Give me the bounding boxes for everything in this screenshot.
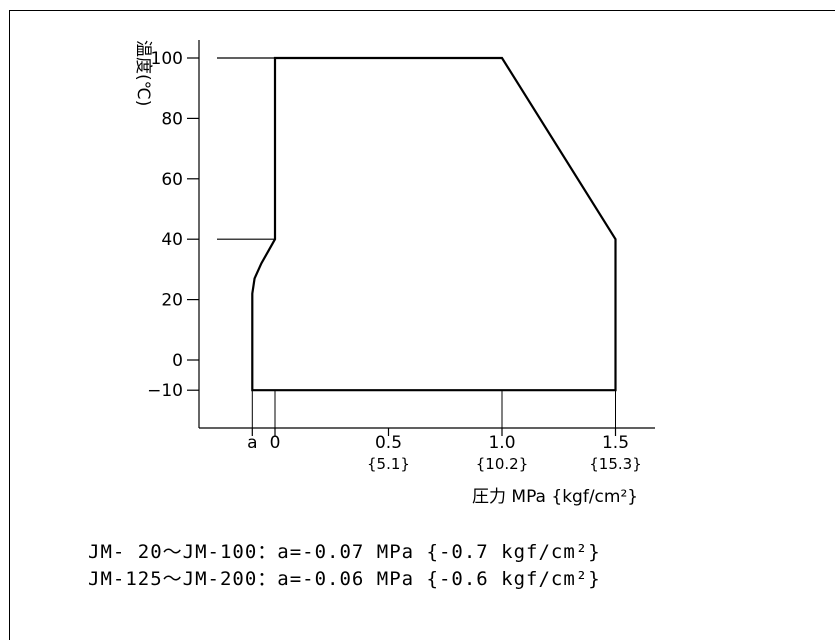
x-axis-label: 圧力 MPa {kgf/cm²}	[472, 487, 638, 507]
x-tick-label: 0.5	[375, 433, 402, 453]
note-line-2: JM-125～JM-200：a=-0.06 MPa {-0.6 kgf/cm²}	[88, 568, 601, 590]
x-tick-label: 0	[270, 433, 281, 453]
axes	[198, 40, 655, 429]
y-axis-title: 温度(℃)	[133, 40, 153, 106]
x-tick-label: 1.5	[602, 433, 629, 453]
x-axis-ticks: a 0 0.5 {5.1} 1.0 {10.2} 1.5 {15.3}	[247, 390, 642, 473]
guide-lines	[217, 57, 275, 240]
figure-frame	[9, 10, 835, 640]
x-tick-sublabel: {5.1}	[367, 455, 410, 473]
y-tick-label: 0	[172, 351, 183, 371]
y-tick-label: 60	[161, 170, 183, 190]
x-tick-sublabel: {15.3}	[589, 455, 642, 473]
y-axis-ticks: 100 80 60 40 20 0 −10	[147, 49, 199, 401]
note-line-1: JM- 20～JM-100：a=-0.07 MPa {-0.7 kgf/cm²}	[88, 541, 601, 563]
x-tick-label: 1.0	[488, 433, 515, 453]
y-tick-label: 80	[161, 109, 183, 129]
operating-region	[251, 56, 617, 392]
y-tick-label: 40	[161, 230, 183, 250]
y-tick-label: 100	[151, 49, 183, 69]
x-tick-label: a	[247, 433, 257, 453]
y-tick-label: −10	[147, 381, 183, 401]
x-tick-sublabel: {10.2}	[476, 455, 529, 473]
region-outline	[251, 56, 617, 392]
y-axis-label: 温度(℃)	[133, 40, 153, 106]
y-tick-label: 20	[161, 291, 183, 311]
